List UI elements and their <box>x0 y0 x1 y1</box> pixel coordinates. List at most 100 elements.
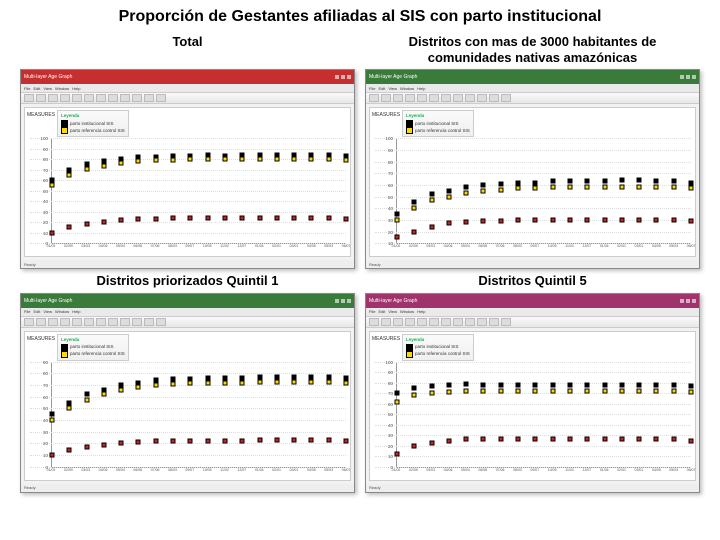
window-menubar: FileEditViewWindowHelp <box>21 84 354 92</box>
plot-region: 0102030405060708090100 <box>51 138 346 244</box>
toolbar-button[interactable] <box>84 318 94 326</box>
data-point <box>153 158 158 163</box>
data-point <box>240 380 245 385</box>
toolbar-button[interactable] <box>132 318 142 326</box>
toolbar-button[interactable] <box>429 94 439 102</box>
toolbar-button[interactable] <box>36 318 46 326</box>
toolbar-button[interactable] <box>24 94 34 102</box>
data-point <box>516 382 521 387</box>
data-point <box>671 382 676 387</box>
toolbar-button[interactable] <box>477 318 487 326</box>
window-menubar: FileEditViewWindowHelp <box>366 84 699 92</box>
toolbar-button[interactable] <box>120 318 130 326</box>
gridline: 90 <box>30 362 346 363</box>
data-point <box>671 179 676 184</box>
toolbar-button[interactable] <box>489 94 499 102</box>
data-point <box>498 437 503 442</box>
toolbar-button[interactable] <box>405 94 415 102</box>
data-point <box>619 217 624 222</box>
toolbar-button[interactable] <box>369 318 379 326</box>
toolbar-button[interactable] <box>96 318 106 326</box>
toolbar-button[interactable] <box>132 94 142 102</box>
data-point <box>240 157 245 162</box>
data-point <box>464 381 469 386</box>
toolbar-button[interactable] <box>36 94 46 102</box>
data-point <box>671 389 676 394</box>
toolbar-button[interactable] <box>84 94 94 102</box>
data-point <box>689 383 694 388</box>
toolbar-button[interactable] <box>501 94 511 102</box>
toolbar-button[interactable] <box>144 318 154 326</box>
data-point <box>585 437 590 442</box>
gridline: 90 <box>30 149 346 150</box>
toolbar-button[interactable] <box>156 318 166 326</box>
toolbar-button[interactable] <box>72 94 82 102</box>
toolbar-button[interactable] <box>453 94 463 102</box>
data-point <box>188 439 193 444</box>
toolbar-button[interactable] <box>465 94 475 102</box>
status-bar: Ready <box>366 260 699 268</box>
toolbar-button[interactable] <box>108 318 118 326</box>
toolbar-button[interactable] <box>60 318 70 326</box>
data-point <box>222 216 227 221</box>
toolbar-button[interactable] <box>60 94 70 102</box>
panel-title-amaz: Distritos con mas de 3000 habitantes de … <box>365 32 700 67</box>
data-point <box>550 179 555 184</box>
x-axis: 01/0202/0903/0304/0605/0406/0807/0608/03… <box>396 468 691 478</box>
data-point <box>171 439 176 444</box>
data-point <box>67 172 72 177</box>
toolbar-button[interactable] <box>72 318 82 326</box>
toolbar-button[interactable] <box>48 94 58 102</box>
data-point <box>84 398 89 403</box>
data-point <box>654 382 659 387</box>
toolbar-button[interactable] <box>381 318 391 326</box>
toolbar-button[interactable] <box>144 94 154 102</box>
chart-area: MEASURESLeyendaparto institucional SISpa… <box>369 107 696 257</box>
data-point <box>205 216 210 221</box>
data-point <box>481 437 486 442</box>
toolbar-button[interactable] <box>393 318 403 326</box>
toolbar-button[interactable] <box>393 94 403 102</box>
toolbar-button[interactable] <box>501 318 511 326</box>
toolbar-button[interactable] <box>441 94 451 102</box>
data-point <box>153 383 158 388</box>
data-point <box>585 179 590 184</box>
data-point <box>395 235 400 240</box>
data-point <box>602 382 607 387</box>
toolbar-button[interactable] <box>477 94 487 102</box>
window-toolbar <box>366 92 699 104</box>
data-point <box>550 437 555 442</box>
toolbar-button[interactable] <box>417 94 427 102</box>
data-point <box>171 216 176 221</box>
toolbar-button[interactable] <box>120 94 130 102</box>
gridline: 30 <box>30 432 346 433</box>
data-point <box>498 219 503 224</box>
panel-amaz: Multi-layer Age GraphFileEditViewWindowH… <box>365 69 700 269</box>
data-point <box>171 158 176 163</box>
data-point <box>689 219 694 224</box>
data-point <box>602 437 607 442</box>
data-point <box>671 185 676 190</box>
data-point <box>395 391 400 396</box>
toolbar-button[interactable] <box>417 318 427 326</box>
window-titlebar: Multi-layer Age Graph <box>21 70 354 84</box>
toolbar-button[interactable] <box>489 318 499 326</box>
data-point <box>344 380 349 385</box>
toolbar-button[interactable] <box>24 318 34 326</box>
toolbar-button[interactable] <box>405 318 415 326</box>
data-point <box>689 186 694 191</box>
toolbar-button[interactable] <box>465 318 475 326</box>
data-point <box>429 383 434 388</box>
toolbar-button[interactable] <box>96 94 106 102</box>
toolbar-button[interactable] <box>429 318 439 326</box>
toolbar-button[interactable] <box>156 94 166 102</box>
data-point <box>637 178 642 183</box>
gridline: 50 <box>30 191 346 192</box>
toolbar-button[interactable] <box>381 94 391 102</box>
toolbar-button[interactable] <box>441 318 451 326</box>
toolbar-button[interactable] <box>48 318 58 326</box>
toolbar-button[interactable] <box>453 318 463 326</box>
data-point <box>67 167 72 172</box>
toolbar-button[interactable] <box>369 94 379 102</box>
toolbar-button[interactable] <box>108 94 118 102</box>
